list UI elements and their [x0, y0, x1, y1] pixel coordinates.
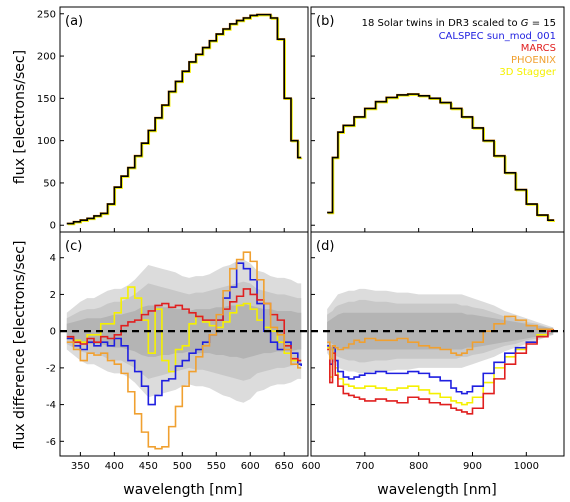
- series-data-flux: [327, 93, 555, 222]
- y-tick-label: -4: [46, 400, 56, 411]
- x-tick-label: 800: [409, 461, 428, 472]
- x-tick-label: 550: [207, 461, 226, 472]
- panel-frame: [59, 231, 309, 457]
- plot-area-c: [60, 251, 308, 450]
- x-tick-label: 400: [105, 461, 124, 472]
- x-tick-label: 900: [463, 461, 482, 472]
- y-axis-label-top: flux [electrons/sec]: [12, 50, 28, 184]
- panel-b: (b): [310, 6, 565, 233]
- series-marcs: [327, 329, 555, 415]
- legend-entry-phoenix: PHOENIX: [511, 55, 556, 66]
- x-tick-label: 650: [275, 461, 294, 472]
- series-calspec-sun-mod-001: [327, 329, 555, 395]
- legend-entry-3d-stagger: 3D Stagger: [499, 67, 556, 78]
- y-tick-label: -2: [46, 363, 56, 374]
- x-tick-label: 600: [301, 461, 320, 472]
- y-tick-label: 200: [37, 52, 56, 63]
- y-tick-label: -6: [46, 437, 56, 448]
- panel-frame: [59, 6, 309, 233]
- panel-label-c: (c): [65, 239, 82, 254]
- panel-frame: [310, 231, 565, 457]
- panel-a: 0 50 100 150 200 250 (a): [37, 6, 309, 233]
- series-phoenix: [327, 315, 554, 360]
- x-tick-label: 1000: [514, 461, 539, 472]
- legend-entry-calspec: CALSPEC sun_mod_001: [439, 31, 556, 42]
- legend-title: 18 Solar twins in DR3 scaled to G = 15: [362, 18, 556, 29]
- y-tick-label: 0: [50, 327, 56, 338]
- plot-area-b: [327, 93, 555, 223]
- y-axis-label-bottom: flux difference [electrons/sec]: [12, 241, 28, 450]
- y-tick-label: 4: [50, 253, 56, 264]
- series-3d-stagger-flux: [67, 14, 303, 226]
- y-tick-label: 50: [43, 178, 56, 189]
- y-tick-label: 100: [37, 136, 56, 147]
- series-data-flux: [66, 13, 302, 225]
- x-axis-label-right: wavelength [nm]: [377, 482, 496, 498]
- plot-area-d: [311, 288, 564, 415]
- series-phoenix: [66, 251, 302, 450]
- x-tick-label: 450: [139, 461, 158, 472]
- x-axis-label-left: wavelength [nm]: [123, 482, 242, 498]
- panel-c: 350 400 450 500 550 600 650 -6 -4 -2 0 2 4 (c): [46, 231, 309, 472]
- series-3d-stagger: [327, 329, 555, 406]
- panel-label-a: (a): [65, 14, 83, 29]
- y-tick-label: 250: [37, 9, 56, 20]
- legend-entry-marcs: MARCS: [521, 43, 556, 54]
- plot-area-a: [66, 13, 303, 226]
- y-tick-label: 2: [50, 290, 56, 301]
- x-tick-label: 600: [241, 461, 260, 472]
- x-tick-label: 500: [173, 461, 192, 472]
- y-tick-label: 150: [37, 94, 56, 105]
- series-phoenix-flux: [66, 13, 302, 225]
- panel-label-d: (d): [316, 239, 334, 254]
- series-3d-stagger-flux: [328, 94, 555, 223]
- panel-d: 600 700 800 900 1000 (d): [301, 231, 565, 472]
- x-tick-label: 350: [71, 461, 90, 472]
- legend: 18 Solar twins in DR3 scaled to G = 15 C…: [362, 18, 557, 78]
- panel-label-b: (b): [316, 14, 334, 29]
- y-tick-label: 0: [50, 221, 56, 232]
- series-phoenix-flux: [327, 93, 555, 222]
- x-tick-label: 700: [355, 461, 374, 472]
